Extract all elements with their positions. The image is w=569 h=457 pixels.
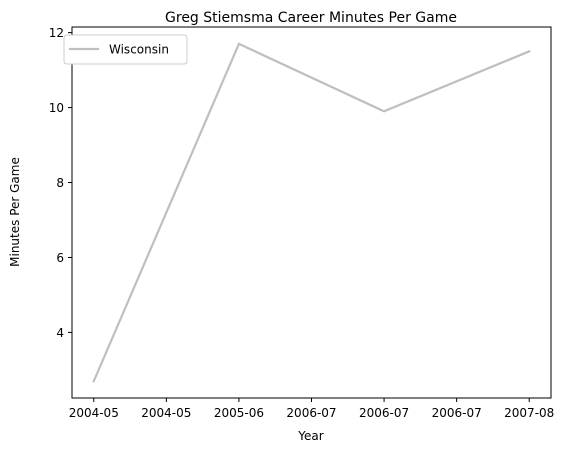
legend: Wisconsin bbox=[63, 34, 188, 65]
plot-frame bbox=[71, 26, 552, 399]
x-tick-label: 2006-07 bbox=[359, 406, 409, 420]
x-tick-label: 2005-06 bbox=[214, 406, 264, 420]
legend-label-wisconsin: Wisconsin bbox=[109, 43, 169, 57]
y-tick-label: 12 bbox=[49, 26, 64, 40]
x-axis-label: Year bbox=[297, 429, 323, 443]
x-tick-label: 2006-07 bbox=[286, 406, 336, 420]
y-tick-label: 4 bbox=[56, 326, 64, 340]
x-tick-label: 2006-07 bbox=[432, 406, 482, 420]
x-axis: 2004-05 2004-05 2005-06 2006-07 2006-07 2006-… bbox=[69, 398, 554, 420]
y-axis-label: Minutes Per Game bbox=[8, 157, 22, 267]
y-tick-label: 8 bbox=[56, 176, 64, 190]
x-tick-label: 2004-05 bbox=[69, 406, 119, 420]
series-line-wisconsin bbox=[92, 42, 531, 383]
y-tick-label: 10 bbox=[49, 101, 64, 115]
chart-title: Greg Stiemsma Career Minutes Per Game bbox=[165, 10, 457, 26]
x-tick-label: 2004-05 bbox=[141, 406, 191, 420]
x-tick-label: 2007-08 bbox=[504, 406, 554, 420]
series-layer bbox=[92, 42, 531, 383]
y-axis: 4 6 8 10 12 bbox=[49, 26, 72, 340]
legend-box bbox=[63, 34, 188, 65]
y-tick-label: 6 bbox=[56, 251, 64, 265]
